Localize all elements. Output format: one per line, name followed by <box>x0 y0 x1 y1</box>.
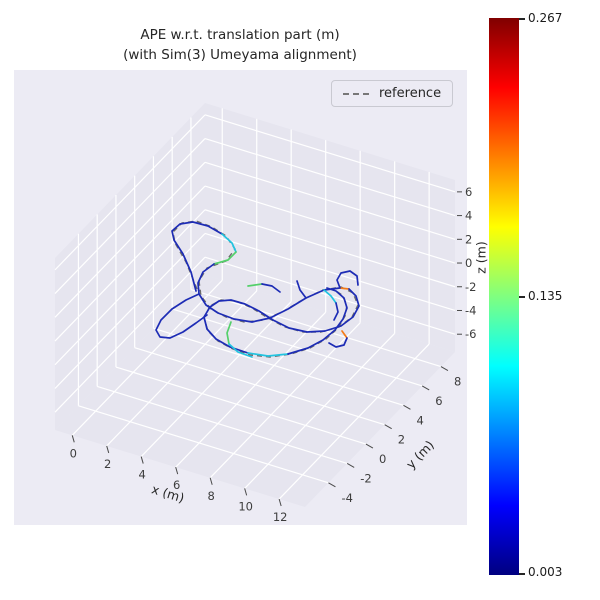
z-tick-label: 2 <box>465 232 472 246</box>
grid-z-right <box>204 114 456 193</box>
y-tick-label: -2 <box>360 471 371 485</box>
estimate-trajectory-segment <box>171 221 223 292</box>
z-tick-label: -6 <box>465 327 476 341</box>
grid-x <box>71 279 223 436</box>
estimate-trajectory-segment <box>287 287 348 355</box>
colorbar-label-min: 0.003 <box>528 565 563 579</box>
y-tick <box>403 404 411 410</box>
x-tick <box>140 456 144 464</box>
grid-y <box>134 347 385 426</box>
colorbar-tick-mid <box>519 296 525 298</box>
grid-z-right <box>204 138 456 217</box>
y-tick <box>421 385 430 391</box>
y-tick <box>440 366 449 371</box>
z-tick-label: 6 <box>465 185 472 199</box>
y-tick-label: 6 <box>435 394 442 408</box>
estimate-trajectory-segment <box>247 283 263 287</box>
grid-x <box>106 290 258 447</box>
grid-y <box>115 366 367 445</box>
y-tick <box>365 443 374 449</box>
grid-z-right <box>204 185 456 264</box>
grid-z-left <box>54 185 206 342</box>
pane-left <box>55 103 205 430</box>
z-tick-label: 0 <box>465 256 472 270</box>
grid-z-left <box>54 114 206 271</box>
plot-title: APE w.r.t. translation part (m) (with Si… <box>0 26 480 65</box>
grid-y <box>153 327 404 406</box>
x-tick-label: 0 <box>70 446 77 460</box>
y-tick <box>328 482 336 488</box>
y-tick-label: 4 <box>416 413 423 427</box>
y-tick <box>384 424 392 430</box>
estimate-trajectory-segment <box>323 289 337 304</box>
grid-z-left <box>54 233 206 389</box>
estimate-trajectory-segment <box>341 330 348 339</box>
grid-z-left <box>54 256 206 413</box>
estimate-trajectory-segment <box>221 233 237 253</box>
grid-x <box>140 301 292 457</box>
estimate-trajectory-segment <box>336 270 359 289</box>
grid-x <box>278 343 430 500</box>
grid-y <box>172 308 423 387</box>
grid-z-left <box>54 138 206 295</box>
estimate-trajectory-segment <box>261 283 281 293</box>
grid-y <box>190 288 442 368</box>
x-tick-label: 4 <box>139 468 146 482</box>
legend-label-reference: reference <box>379 86 442 101</box>
x-tick <box>244 488 248 496</box>
x-tick <box>278 498 282 507</box>
pane-right <box>205 103 455 352</box>
estimate-trajectory-segment <box>339 287 350 290</box>
estimate-trajectory-segment <box>203 288 360 354</box>
x-tick-label: 8 <box>208 489 215 503</box>
colorbar-label-mid: 0.135 <box>528 289 563 303</box>
colorbar-tick-max <box>519 18 525 20</box>
grid-z-right <box>204 161 456 240</box>
x-tick <box>209 477 213 485</box>
grid-z-right <box>204 209 456 288</box>
pane-bottom <box>55 275 455 507</box>
grid-z-left <box>54 161 206 318</box>
colorbar-tick-min <box>519 573 525 575</box>
z-tick-label: 4 <box>465 209 472 223</box>
estimate-trajectory-segment <box>296 280 307 299</box>
y-tick-label: 8 <box>454 375 461 389</box>
y-tick <box>346 462 355 468</box>
y-tick-label: 2 <box>398 433 405 447</box>
grid-x <box>175 311 327 468</box>
plot-title-line2: (with Sim(3) Umeyama alignment) <box>123 46 357 63</box>
estimate-trajectory-segment <box>226 321 232 345</box>
x-tick <box>106 445 110 454</box>
z-tick-label: -4 <box>465 303 476 317</box>
z-tick-label: -2 <box>465 280 476 294</box>
grid-z-left <box>54 209 206 366</box>
estimate-trajectory-segment <box>328 337 348 348</box>
y-tick-label: 0 <box>379 452 386 466</box>
x-tick-label: 12 <box>273 510 288 524</box>
estimate-trajectory-segment <box>213 251 237 265</box>
x-tick-label: 6 <box>173 478 180 492</box>
grid-x <box>244 332 396 489</box>
plot-title-line1: APE w.r.t. translation part (m) <box>140 27 340 43</box>
estimate-trajectory-segment <box>247 352 289 357</box>
grid-y <box>78 405 329 484</box>
x-tick <box>71 435 75 443</box>
dashed-line-icon <box>343 92 370 95</box>
estimate-trajectory-segment <box>155 293 208 339</box>
x-tick-label: 10 <box>238 499 253 513</box>
grid-x <box>209 322 361 479</box>
grid-z-right <box>204 232 456 312</box>
colorbar: 0.267 0.135 0.003 <box>489 11 562 579</box>
x-tick-label: 2 <box>104 457 111 471</box>
legend: reference <box>331 80 454 107</box>
colorbar-label-max: 0.267 <box>528 11 563 25</box>
x-tick <box>175 467 179 475</box>
estimate-trajectory-segment <box>333 302 339 321</box>
grid-y <box>97 385 348 464</box>
estimate-trajectory-segment <box>228 343 253 358</box>
y-tick-label: -4 <box>341 491 352 505</box>
